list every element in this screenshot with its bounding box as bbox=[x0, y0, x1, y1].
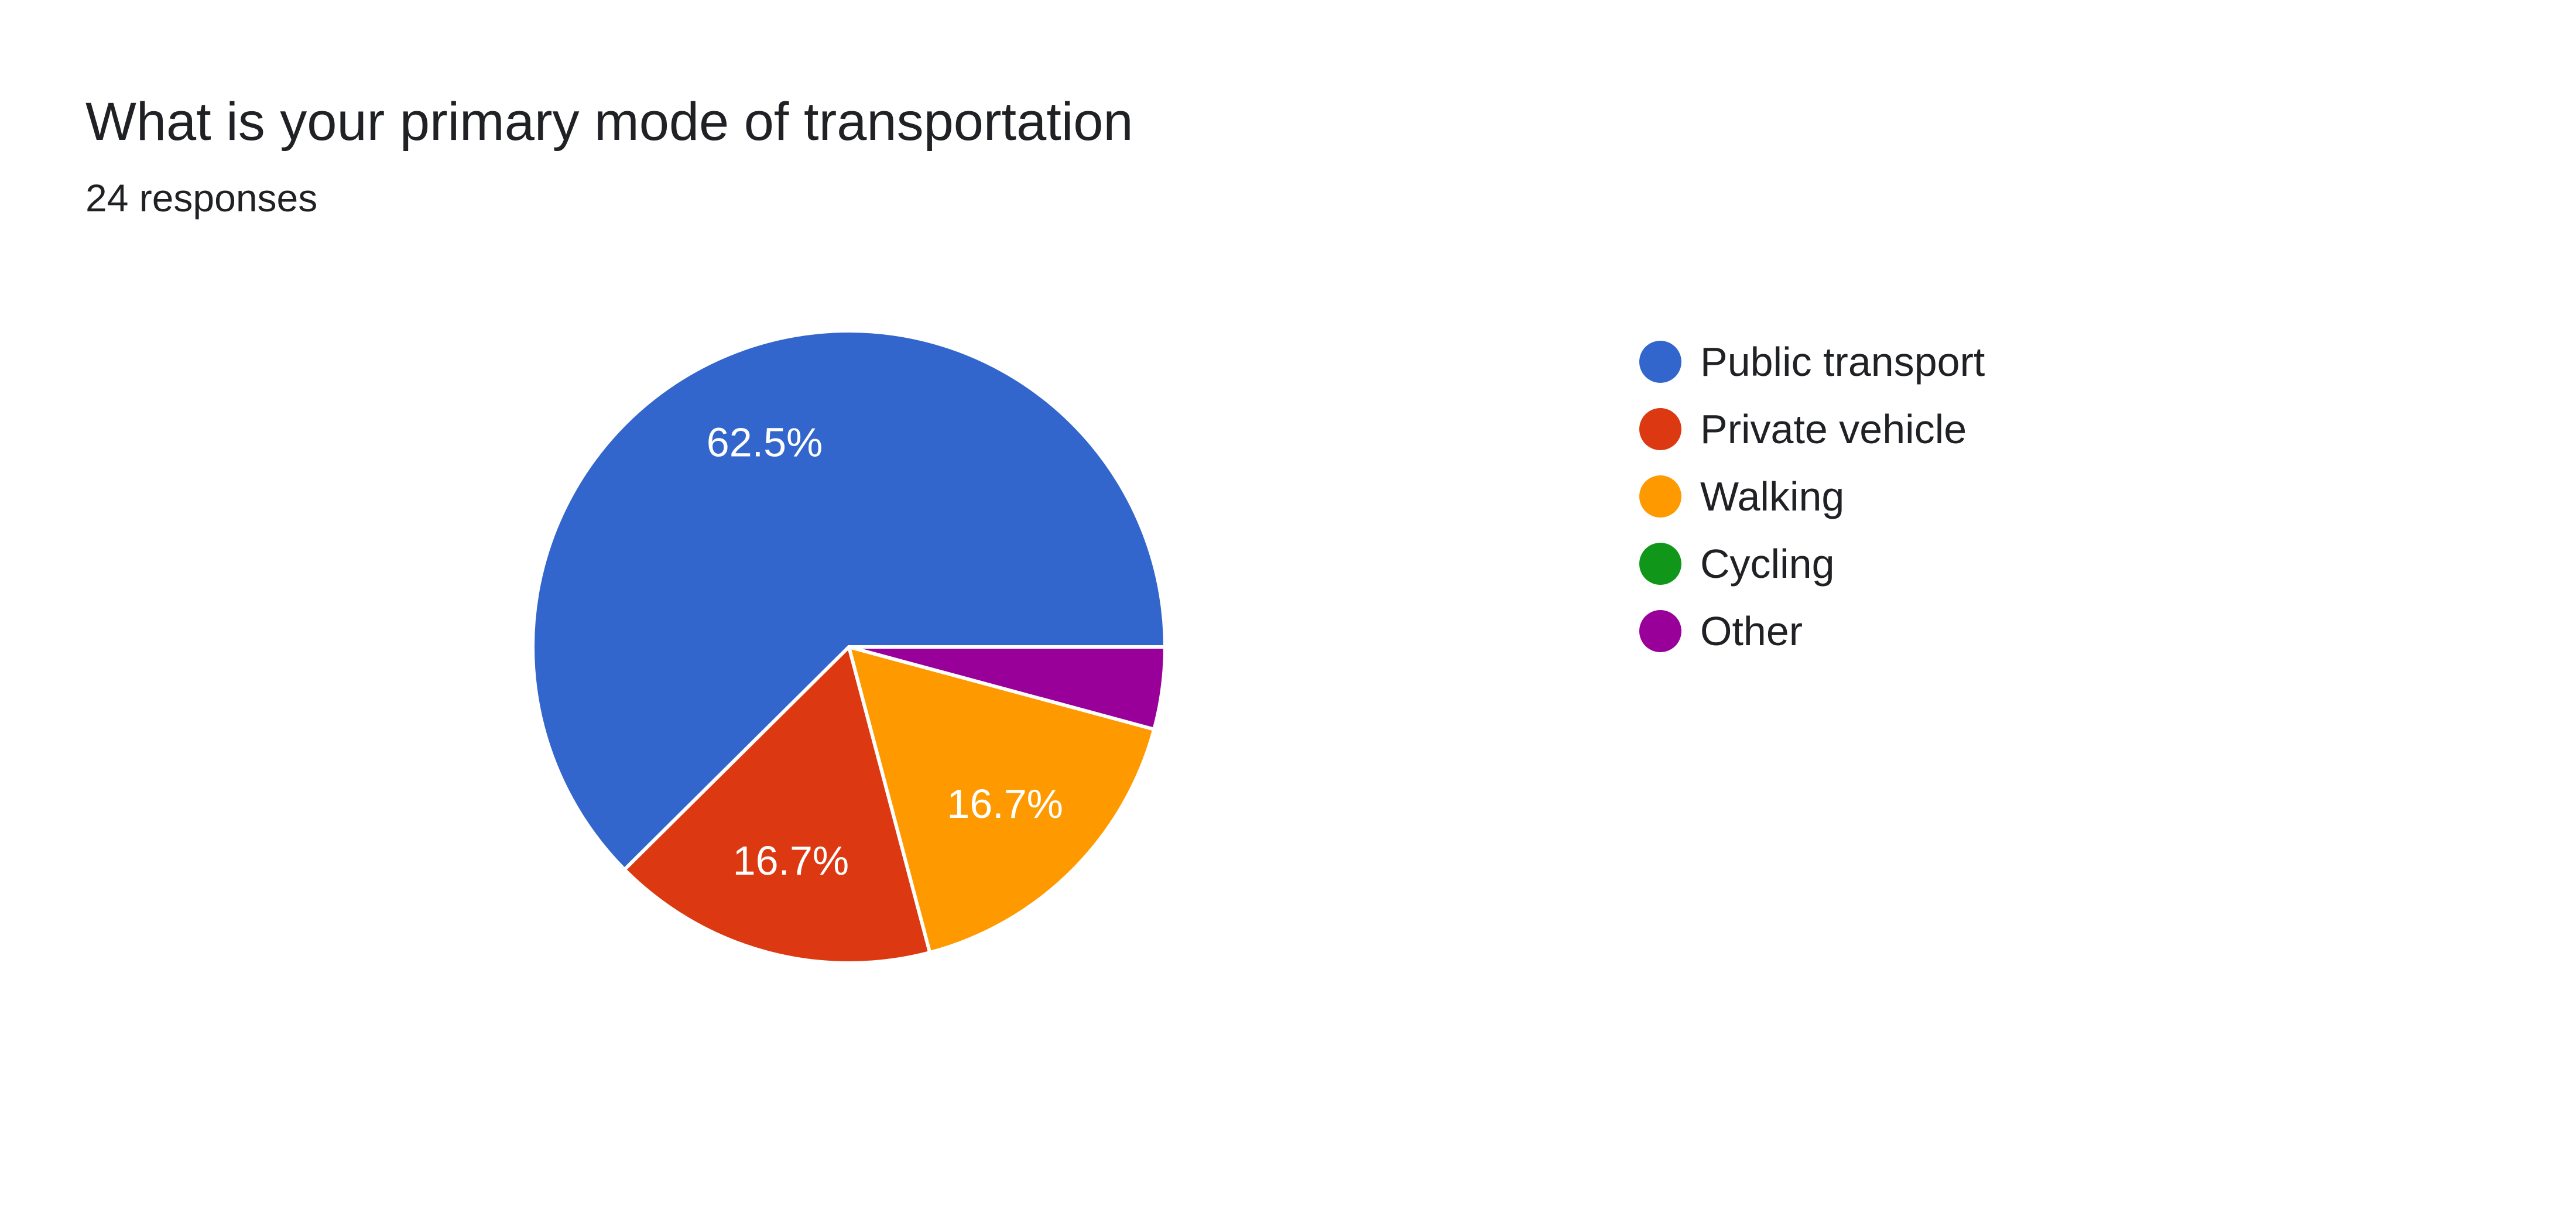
legend-swatch-icon bbox=[1639, 475, 1681, 518]
legend-item-cycling[interactable]: Cycling bbox=[1639, 530, 1985, 597]
legend: Public transport Private vehicle Walking… bbox=[1639, 328, 1985, 664]
data-label-public-transport: 62.5% bbox=[707, 419, 823, 465]
legend-swatch-icon bbox=[1639, 609, 1681, 652]
legend-item-public-transport[interactable]: Public transport bbox=[1639, 328, 1985, 395]
chart-title: What is your primary mode of transportat… bbox=[85, 92, 1133, 152]
legend-item-other[interactable]: Other bbox=[1639, 597, 1985, 664]
legend-label: Public transport bbox=[1700, 338, 1985, 385]
legend-swatch-icon bbox=[1639, 340, 1681, 383]
legend-swatch-icon bbox=[1639, 407, 1681, 450]
pie-slice-other[interactable] bbox=[847, 645, 1167, 731]
response-count: 24 responses bbox=[85, 176, 318, 220]
pie-data-labels: 62.5% 16.7% 16.7% bbox=[707, 419, 1063, 883]
legend-item-walking[interactable]: Walking bbox=[1639, 463, 1985, 530]
pie-slice-private-vehicle[interactable] bbox=[622, 645, 932, 965]
legend-label: Private vehicle bbox=[1700, 406, 1967, 452]
legend-swatch-icon bbox=[1639, 542, 1681, 585]
data-label-walking: 16.7% bbox=[947, 781, 1063, 827]
legend-label: Other bbox=[1700, 608, 1803, 654]
pie-slice-walking[interactable] bbox=[847, 645, 1156, 954]
pie-slice-public-transport[interactable] bbox=[531, 329, 1167, 872]
legend-item-private-vehicle[interactable]: Private vehicle bbox=[1639, 395, 1985, 463]
pie-slices bbox=[531, 329, 1167, 965]
legend-label: Walking bbox=[1700, 473, 1845, 519]
data-label-private-vehicle: 16.7% bbox=[733, 838, 849, 883]
legend-label: Cycling bbox=[1700, 540, 1835, 587]
